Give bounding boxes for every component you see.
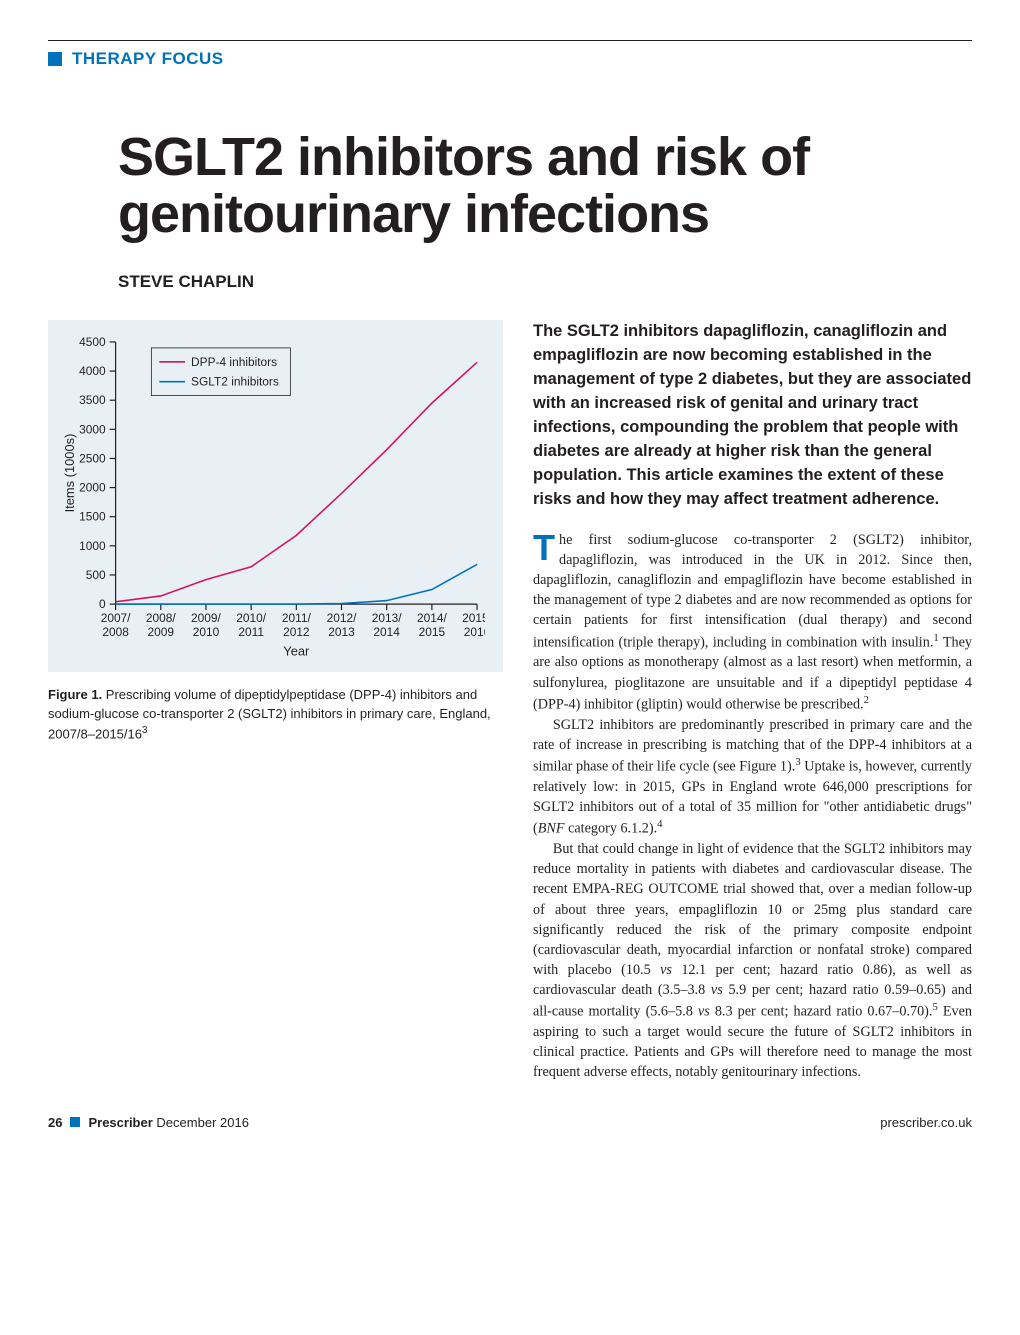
svg-text:2500: 2500 [79,452,106,466]
svg-text:2011/: 2011/ [282,611,312,625]
svg-text:2013/: 2013/ [372,611,402,625]
article-title: SGLT2 inhibitors and risk of genitourina… [118,129,972,242]
body-paragraph: But that could change in light of eviden… [533,839,972,1083]
svg-text:DPP-4 inhibitors: DPP-4 inhibitors [191,355,277,369]
section-header: THERAPY FOCUS [48,49,972,69]
svg-text:2008: 2008 [102,625,129,639]
svg-text:2016: 2016 [464,625,485,639]
svg-text:2012/: 2012/ [327,611,357,625]
svg-text:4500: 4500 [79,335,106,349]
footer-publication: Prescriber December 2016 [88,1115,248,1130]
article-author: STEVE CHAPLIN [118,272,972,292]
page-footer: 26 Prescriber December 2016 prescriber.c… [48,1115,972,1130]
svg-text:2012: 2012 [283,625,310,639]
svg-text:4000: 4000 [79,364,106,378]
body-paragraph: The first sodium-glucose co-transporter … [533,530,972,715]
footer-url: prescriber.co.uk [880,1115,972,1130]
svg-text:2015/: 2015/ [462,611,485,625]
footer-left: 26 Prescriber December 2016 [48,1115,249,1130]
figure-caption-text: Prescribing volume of dipeptidylpeptidas… [48,687,491,741]
line-chart-svg: 0 500 1000 1500 2000 2500 3000 3500 4000 4500 2007… [58,334,485,662]
svg-text:2010: 2010 [193,625,220,639]
svg-text:3000: 3000 [79,423,106,437]
figure-caption-label: Figure 1. [48,687,102,702]
svg-text:Year: Year [283,644,310,659]
svg-text:0: 0 [99,597,106,611]
header-rule [48,40,972,41]
svg-text:500: 500 [86,568,106,582]
content-columns: 0 500 1000 1500 2000 2500 3000 3500 4000 4500 2007… [48,320,972,1082]
svg-text:2015: 2015 [419,625,446,639]
section-label: THERAPY FOCUS [72,49,224,69]
svg-text:SGLT2 inhibitors: SGLT2 inhibitors [191,375,279,389]
footer-page-number: 26 [48,1115,62,1130]
right-column: The SGLT2 inhibitors dapagliflozin, cana… [533,320,972,1082]
section-square-icon [48,52,62,66]
svg-text:2011: 2011 [238,625,264,639]
svg-text:1500: 1500 [79,510,106,524]
dropcap: T [533,530,559,564]
footer-issue: December 2016 [156,1115,249,1130]
svg-text:2010/: 2010/ [236,611,266,625]
footer-square-icon [70,1117,80,1127]
lead-paragraph: The SGLT2 inhibitors dapagliflozin, cana… [533,320,972,511]
svg-text:2013: 2013 [328,625,355,639]
footer-publication-name: Prescriber [88,1115,152,1130]
figure-caption-ref: 3 [142,725,147,736]
left-column: 0 500 1000 1500 2000 2500 3000 3500 4000 4500 2007… [48,320,503,1082]
svg-text:Items (1000s): Items (1000s) [62,434,77,513]
body-paragraph: SGLT2 inhibitors are predominantly presc… [533,715,972,839]
svg-text:2014: 2014 [373,625,400,639]
figure-caption: Figure 1. Prescribing volume of dipeptid… [48,686,503,744]
svg-text:1000: 1000 [79,539,106,553]
svg-text:3500: 3500 [79,394,106,408]
svg-text:2014/: 2014/ [417,611,447,625]
svg-text:2009/: 2009/ [191,611,221,625]
figure-1-chart: 0 500 1000 1500 2000 2500 3000 3500 4000 4500 2007… [48,320,503,672]
svg-text:2000: 2000 [79,481,106,495]
body-text: The first sodium-glucose co-transporter … [533,530,972,1083]
svg-text:2009: 2009 [148,625,175,639]
svg-text:2007/: 2007/ [101,611,131,625]
svg-text:2008/: 2008/ [146,611,176,625]
